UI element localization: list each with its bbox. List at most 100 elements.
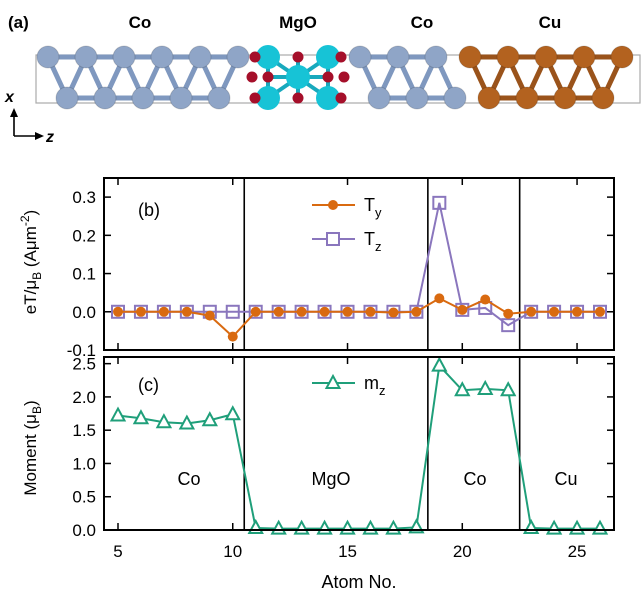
plot-c-region-cu: Cu: [554, 469, 577, 489]
series-ty-point: [480, 294, 491, 305]
plot-c-ytick-label: 0.0: [72, 521, 96, 540]
series-ty-point: [503, 308, 514, 319]
co-atom: [386, 45, 410, 69]
series-ty-point: [434, 293, 445, 304]
series-mz-point: [431, 356, 448, 372]
cu-atom: [515, 86, 539, 110]
series-ty-point: [572, 306, 583, 317]
plot-b-ylabel: eT/μB (Aμm-2): [18, 210, 44, 314]
plot-b-series: [111, 195, 607, 342]
region-label-mgo: MgO: [279, 13, 317, 32]
plot-c-xtick-label: 15: [338, 542, 357, 561]
co-atom: [424, 45, 448, 69]
plot-c-ytick-label: 0.5: [72, 488, 96, 507]
panel-b-label: (b): [138, 200, 160, 220]
panel-c: 0.0 0.5 1.0 1.5 2.0 2.5 5 10 15 20 25 (c) mz Co Mg…: [21, 355, 615, 592]
x-axis-arrowhead: [10, 108, 18, 117]
plot-c-ytick-label: 2.5: [72, 355, 96, 374]
series-mz-point: [109, 406, 127, 422]
series-ty-line: [118, 297, 600, 339]
atomic-structure: [36, 45, 634, 110]
o-atom: [246, 71, 258, 83]
plot-b-background: [104, 178, 614, 350]
region-label-cu: Cu: [539, 13, 562, 32]
plot-c-ytick-label: 1.0: [72, 454, 96, 473]
series-mz-point: [178, 414, 196, 430]
o-atom: [292, 51, 304, 63]
plot-c-ytick-label: 2.0: [72, 388, 96, 407]
series-ty-point: [388, 307, 399, 318]
region-label-co-2: Co: [411, 13, 434, 32]
series-ty-point: [319, 306, 330, 317]
series-ty-point: [250, 306, 261, 317]
series-tz-point: [225, 304, 240, 319]
plot-b-ytick-label: 0.1: [72, 265, 96, 284]
plot-c-background: [104, 357, 614, 530]
plot-c-xtick-label: 25: [568, 542, 587, 561]
co-atom: [348, 45, 372, 69]
co-atom: [93, 86, 117, 110]
axis-indicator: x z: [4, 89, 54, 146]
series-ty-point: [273, 306, 284, 317]
series-mz-point: [500, 381, 517, 397]
series-ty-point: [526, 306, 537, 317]
series-ty-point: [365, 306, 376, 317]
plot-b-separators: [243, 178, 521, 350]
mg-atom: [286, 65, 310, 89]
series-ty-point: [227, 331, 238, 342]
mg-atom: [316, 86, 340, 110]
plot-c-ylabel: Moment (μB): [21, 400, 44, 495]
legend-ty-marker: [328, 200, 338, 210]
plot-c-region-mgo: MgO: [311, 469, 350, 489]
series-ty-point: [411, 306, 422, 317]
o-atom: [322, 71, 334, 83]
o-atom: [262, 71, 274, 83]
co-atom: [55, 86, 79, 110]
plot-b-frame: [103, 177, 615, 351]
co-atom: [405, 86, 429, 110]
panel-a-label: (a): [8, 13, 29, 32]
plot-c-region-co-1: Co: [177, 469, 200, 489]
co-atom: [207, 86, 231, 110]
plot-b-ytick-label: 0.2: [72, 226, 96, 245]
series-ty-point: [457, 304, 468, 315]
plot-b-ytick-label: 0.0: [72, 303, 96, 322]
cu-atom: [477, 86, 501, 110]
series-mz-point: [201, 411, 218, 427]
plot-c-xtick-label: 5: [113, 542, 122, 561]
mg-atom: [256, 86, 280, 110]
series-tz-point: [432, 195, 447, 210]
cu-atom: [591, 86, 615, 110]
z-axis-arrowhead: [35, 132, 44, 140]
plot-c-region-co-2: Co: [463, 469, 486, 489]
co-atom: [443, 86, 467, 110]
o-atom: [335, 92, 347, 104]
co-atom: [169, 86, 193, 110]
co-atom: [188, 45, 212, 69]
series-ty-point: [135, 306, 146, 317]
mg-atom: [256, 45, 280, 69]
series-ty-point: [296, 306, 307, 317]
panel-a: (a) Co MgO Co Cu x z: [4, 13, 641, 146]
plot-b-legend: Ty Tz: [312, 195, 382, 254]
plot-c-frame: [103, 356, 615, 531]
o-atom: [249, 92, 261, 104]
plot-c-ytick-label: 1.5: [72, 421, 96, 440]
o-atom: [249, 51, 261, 63]
series-ty-point: [113, 306, 123, 317]
o-atom: [335, 51, 347, 63]
co-atom: [367, 86, 391, 110]
cu-atom: [553, 86, 577, 110]
plot-c-xlabel: Atom No.: [321, 572, 396, 592]
series-ty-point: [549, 306, 560, 317]
plot-c-xtick-label: 20: [453, 542, 472, 561]
o-atom: [292, 92, 304, 104]
cu-atom: [572, 45, 596, 69]
series-mz-point: [155, 413, 173, 429]
series-ty-point: [595, 306, 605, 317]
series-tz-point: [455, 302, 470, 317]
panel-b: -0.1 0.0 0.1 0.2 0.3 (b) Ty Tz eT/μB (Aμm-2): [18, 177, 615, 360]
o-atom: [338, 71, 350, 83]
plot-c-xtick-label: 10: [223, 542, 242, 561]
